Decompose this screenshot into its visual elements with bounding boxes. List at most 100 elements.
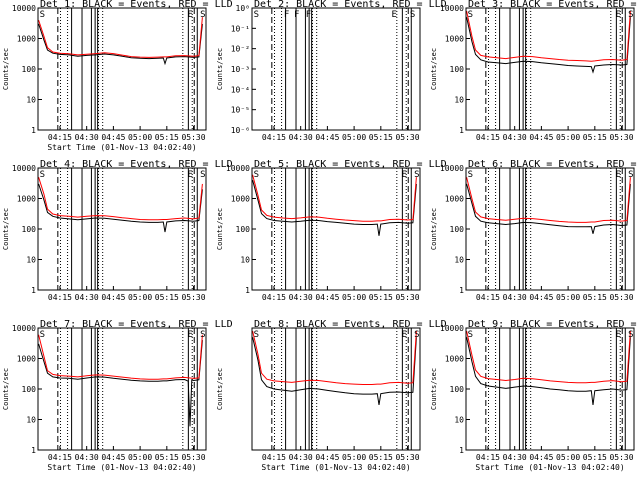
x-tick-label: 04:30 (289, 453, 313, 462)
series-lld-line (466, 177, 631, 223)
y-tick-label: 10⁻⁶ (231, 126, 250, 135)
y-tick-label: 1 (459, 286, 464, 295)
x-tick-label: 05:15 (155, 293, 179, 302)
series-events-line (466, 337, 631, 405)
y-tick-label: 10000 (12, 4, 36, 13)
y-tick-label: 1000 (445, 355, 464, 364)
x-tick-label: 04:30 (75, 453, 99, 462)
x-tick-label: 05:15 (369, 453, 393, 462)
y-tick-label: 10⁻² (231, 45, 250, 54)
y-axis-label: Counts/sec (216, 208, 224, 250)
x-tick-label: 04:45 (529, 293, 553, 302)
state-marker: S (40, 330, 45, 340)
series-events-line (252, 337, 417, 405)
y-tick-label: 1000 (445, 195, 464, 204)
x-tick-label: 05:00 (128, 293, 152, 302)
state-marker: S (468, 10, 473, 20)
series-lld-line (252, 330, 417, 385)
series-events-line (38, 340, 203, 427)
x-tick-label: 05:00 (342, 293, 366, 302)
y-tick-label: 100 (22, 65, 37, 74)
state-marker: F (294, 10, 299, 20)
y-tick-label: 1000 (17, 35, 36, 44)
y-tick-label: 1000 (445, 35, 464, 44)
y-tick-label: 100 (236, 225, 251, 234)
x-tick-label: 05:00 (556, 133, 580, 142)
y-tick-label: 10⁻⁵ (231, 106, 250, 115)
panel-det-7: Det 7: BLACK = Events, RED = LLD 04:15 04:… (2, 319, 233, 472)
state-marker: S (628, 330, 633, 340)
state-marker: S (254, 170, 259, 180)
y-tick-label: 1000 (17, 355, 36, 364)
x-tick-label: 05:30 (609, 133, 633, 142)
y-tick-label: 1 (31, 286, 36, 295)
x-tick-label: 05:30 (609, 453, 633, 462)
y-tick-label: 10 (26, 416, 36, 425)
x-tick-label: 04:15 (262, 293, 286, 302)
y-tick-label: 10000 (226, 164, 250, 173)
x-tick-label: 05:00 (342, 133, 366, 142)
panel-det-5: Det 5: BLACK = Events, RED = LLD 04:15 04:… (216, 159, 447, 302)
y-tick-label: 10 (454, 96, 464, 105)
series-events-line (38, 183, 203, 233)
state-marker: S (628, 170, 633, 180)
state-marker: S (628, 10, 633, 20)
state-marker: S (254, 10, 259, 20)
x-tick-label: 05:30 (395, 293, 419, 302)
x-tick-label: 05:30 (609, 293, 633, 302)
y-tick-label: 100 (450, 65, 465, 74)
state-marker: E (391, 10, 396, 20)
y-tick-label: 10 (240, 256, 250, 265)
state-marker: S (468, 170, 473, 180)
state-marker: S (40, 170, 45, 180)
x-tick-label: 04:45 (315, 133, 339, 142)
panel-title: Det 5: BLACK = Events, RED = LLD (254, 159, 447, 170)
y-axis-label: Counts/sec (216, 48, 224, 90)
x-tick-label: 04:30 (289, 133, 313, 142)
panel-det-6: Det 6: BLACK = Events, RED = LLD04:1504:… (430, 159, 640, 302)
x-tick-label: 04:45 (315, 293, 339, 302)
y-tick-label: 10000 (12, 324, 36, 333)
y-axis-label: Counts/sec (216, 368, 224, 410)
x-tick-label: 05:30 (395, 133, 419, 142)
x-tick-label: 04:15 (48, 293, 72, 302)
x-tick-label: 04:45 (101, 293, 125, 302)
y-tick-label: 10 (26, 96, 36, 105)
series-events-line (466, 17, 631, 74)
state-marker: S (468, 330, 473, 340)
y-tick-label: 10 (454, 416, 464, 425)
series-events-line (38, 23, 203, 66)
state-marker: S (40, 10, 45, 20)
y-axis-label: Counts/sec (430, 368, 438, 410)
x-axis-label: Start Time (01-Nov-13 04:02:40) (475, 463, 624, 472)
state-marker: E (188, 330, 193, 340)
state-marker: E (616, 10, 621, 20)
state-marker: F (284, 10, 289, 20)
y-tick-label: 1 (459, 126, 464, 135)
state-marker: S (410, 10, 415, 20)
y-tick-label: 10⁻⁴ (231, 85, 250, 94)
y-tick-label: 10000 (440, 4, 464, 13)
x-tick-label: 05:30 (181, 293, 205, 302)
y-axis-label: Counts/sec (430, 208, 438, 250)
x-tick-label: 04:30 (503, 133, 527, 142)
x-tick-label: 05:15 (369, 293, 393, 302)
x-tick-label: 05:15 (583, 453, 607, 462)
series-lld-line (466, 330, 631, 384)
state-marker: E (402, 330, 407, 340)
x-tick-label: 04:45 (101, 133, 125, 142)
series-events-line (466, 183, 631, 234)
state-marker: S (254, 330, 259, 340)
panel-title: Det 3: BLACK = Events, RED = LLD (468, 0, 640, 10)
x-tick-label: 04:15 (48, 453, 72, 462)
y-tick-label: 10 (26, 256, 36, 265)
y-tick-label: 10000 (440, 324, 464, 333)
panel-title: Det 7: BLACK = Events, RED = LLD (40, 319, 233, 330)
panel-det-9: Det 9: BLACK = Events, RED = LLD04:1504:… (430, 319, 640, 472)
y-tick-label: 1 (459, 446, 464, 455)
y-tick-label: 1 (31, 126, 36, 135)
